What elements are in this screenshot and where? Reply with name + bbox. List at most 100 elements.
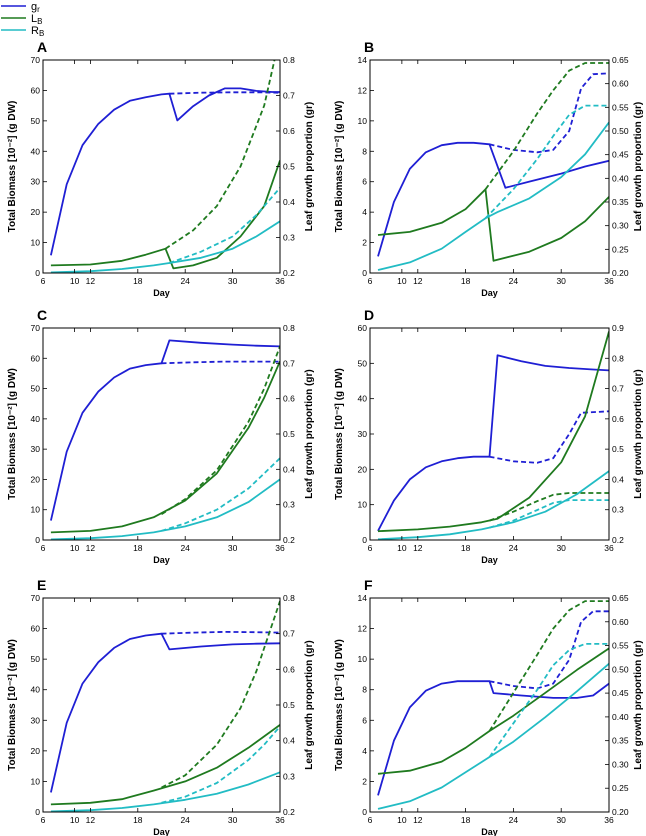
- y-tick-label: 8: [362, 146, 367, 156]
- y2-tick-label: 0.40: [612, 173, 629, 183]
- y-tick-label: 50: [31, 116, 41, 126]
- y-tick-label: 30: [31, 177, 41, 187]
- y2-tick-label: 0.2: [612, 535, 624, 545]
- y2-tick-label: 0.20: [612, 268, 629, 278]
- y2-tick-label: 0.5: [283, 162, 295, 172]
- series-gr-dashed: [489, 610, 609, 690]
- x-tick-label: 12: [413, 543, 423, 553]
- x-tick-label: 10: [397, 543, 407, 553]
- y2-tick-label: 0.3: [283, 500, 295, 510]
- panel-letter: A: [37, 39, 47, 55]
- y2-tick-label: 0.45: [612, 150, 629, 160]
- y-tick-label: 20: [358, 464, 368, 474]
- y-tick-label: 0: [362, 807, 367, 817]
- y-tick-label: 50: [358, 358, 368, 368]
- y-tick-label: 12: [358, 85, 368, 95]
- series-LB-dashed: [161, 345, 280, 516]
- x-tick-label: 36: [275, 276, 285, 286]
- y2-tick-label: 0.35: [612, 736, 629, 746]
- y2-tick-label: 0.3: [612, 505, 624, 515]
- series-group: [50, 60, 280, 273]
- y2-tick-label: 0.4: [612, 474, 624, 484]
- y2-tick-label: 0.8: [283, 55, 295, 65]
- x-tick-label: 12: [86, 543, 96, 553]
- y-tick-label: 40: [31, 146, 41, 156]
- legend-label-1: LB: [31, 13, 42, 26]
- panel-letter: F: [364, 577, 373, 593]
- series-gr-dashed: [169, 91, 280, 95]
- x-axis-title: Day: [481, 288, 498, 298]
- y-axis-title: Total Biomass [10⁻²] (g DW): [334, 368, 345, 500]
- series-LB-dashed: [484, 62, 609, 190]
- y2-tick-label: 0.2: [283, 807, 295, 817]
- y-tick-label: 10: [31, 505, 41, 515]
- panel-e: 6 10 12 18 24 30 36 0 10 20 30 40 50 60 70 0.2 0.3 0.4 0.5…: [7, 577, 315, 836]
- series-RB-solid: [377, 663, 609, 810]
- y2-axis-title: Leaf growth proportion (gr): [304, 102, 315, 231]
- x-axis-title: Day: [153, 827, 170, 836]
- x-tick-label: 36: [275, 815, 285, 825]
- x-tick-label: 24: [509, 276, 519, 286]
- y-tick-label: 10: [358, 500, 368, 510]
- y2-tick-label: 0.55: [612, 102, 629, 112]
- x-tick-label: 10: [70, 276, 80, 286]
- y2-tick-label: 0.7: [283, 358, 295, 368]
- y-axis-title: Total Biomass [10⁻²] (g DW): [7, 639, 18, 771]
- y-tick-label: 2: [362, 776, 367, 786]
- y2-axis-title: Leaf growth proportion (gr): [633, 640, 644, 769]
- y2-tick-label: 0.6: [283, 126, 295, 136]
- y2-tick-label: 0.5: [283, 700, 295, 710]
- y2-tick-label: 0.25: [612, 244, 629, 254]
- x-tick-label: 30: [556, 815, 566, 825]
- x-tick-label: 10: [397, 276, 407, 286]
- y-tick-label: 30: [358, 429, 368, 439]
- y-axis-title: Total Biomass [10⁻²] (g DW): [334, 639, 345, 771]
- plot-frame: [42, 597, 281, 813]
- series-LB-solid: [50, 160, 280, 270]
- y2-tick-label: 0.45: [612, 688, 629, 698]
- y-tick-label: 70: [31, 323, 41, 333]
- series-group: [377, 331, 609, 540]
- series-LB-solid: [50, 360, 280, 534]
- series-LB-solid: [377, 188, 609, 262]
- y-axis-title: Total Biomass [10⁻²] (g DW): [334, 101, 345, 233]
- y2-axis-title: Leaf growth proportion (gr): [304, 369, 315, 498]
- y2-tick-label: 0.60: [612, 79, 629, 89]
- y2-tick-label: 0.40: [612, 712, 629, 722]
- y-tick-label: 4: [362, 746, 367, 756]
- y2-tick-label: 0.4: [283, 197, 295, 207]
- series-gr-dashed: [489, 410, 609, 464]
- series-RB-solid: [50, 478, 280, 540]
- panel-letter: E: [37, 577, 46, 593]
- series-group: [377, 62, 609, 271]
- x-axis-title: Day: [481, 555, 498, 565]
- y2-tick-label: 0.9: [612, 323, 624, 333]
- x-tick-label: 18: [461, 815, 471, 825]
- y2-tick-label: 0.30: [612, 759, 629, 769]
- y2-tick-label: 0.2: [283, 268, 295, 278]
- y2-tick-label: 0.3: [283, 771, 295, 781]
- x-tick-label: 24: [180, 815, 190, 825]
- x-tick-label: 12: [86, 815, 96, 825]
- y2-tick-label: 0.20: [612, 807, 629, 817]
- series-gr-dashed: [161, 360, 280, 365]
- x-tick-label: 6: [368, 815, 373, 825]
- y2-tick-label: 0.5: [283, 429, 295, 439]
- series-gr-solid: [377, 680, 609, 796]
- series-RB-dashed: [161, 725, 280, 804]
- x-tick-label: 18: [461, 276, 471, 286]
- x-tick-label: 36: [604, 276, 614, 286]
- y2-tick-label: 0.6: [283, 664, 295, 674]
- series-gr-dashed: [489, 72, 609, 154]
- y-tick-label: 0: [35, 535, 40, 545]
- y2-tick-label: 0.50: [612, 126, 629, 136]
- x-tick-label: 10: [397, 815, 407, 825]
- y2-axis-title: Leaf growth proportion (gr): [633, 369, 644, 498]
- series-RB-dashed: [169, 187, 280, 264]
- y2-tick-label: 0.3: [283, 233, 295, 243]
- y2-tick-label: 0.60: [612, 617, 629, 627]
- y-tick-label: 14: [358, 593, 368, 603]
- x-tick-label: 30: [228, 815, 238, 825]
